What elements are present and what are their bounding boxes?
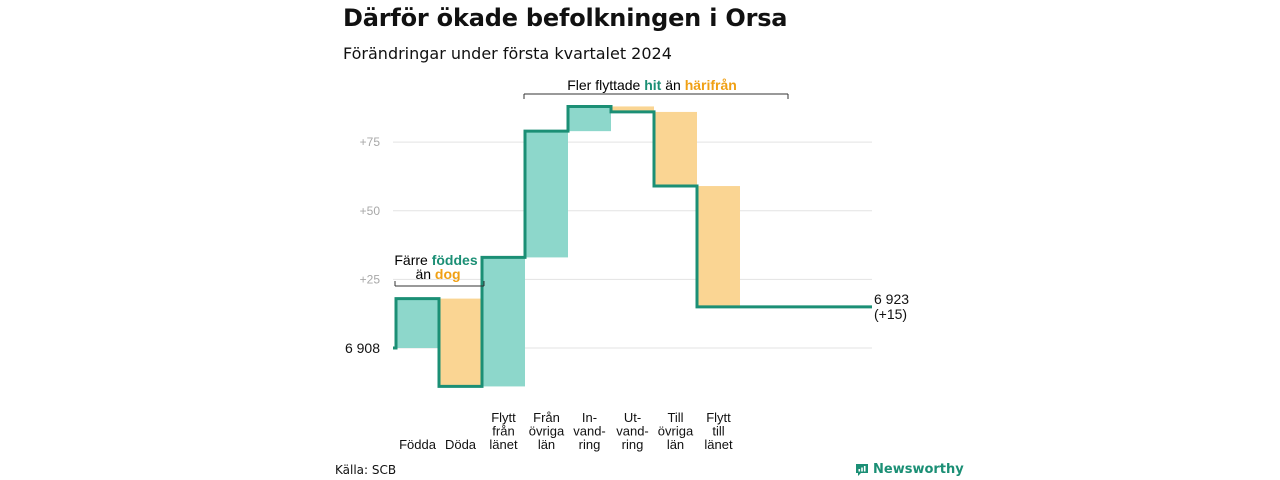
x-category-label: Från övriga län	[529, 410, 565, 452]
brand-name: Newsworthy	[873, 462, 964, 477]
migration-annotation: Fler flyttade hit än härifrån	[523, 77, 789, 99]
y-tick-label: +25	[360, 272, 381, 286]
bar-layer	[396, 106, 740, 387]
waterfall-bar	[697, 186, 740, 307]
y-tick-label: +50	[360, 204, 381, 218]
cumulative-step-line	[393, 104, 872, 388]
end-value-label: 6 923 (+15)	[874, 291, 909, 322]
x-category-label: Döda	[445, 437, 477, 452]
brand-logo: Newsworthy	[855, 462, 964, 477]
chart-subtitle: Förändringar under första kvartalet 2024	[343, 44, 672, 63]
births-annotation-highlight: föddes	[432, 252, 478, 268]
y-tick-label: +75	[360, 135, 381, 149]
waterfall-bar	[654, 111, 697, 187]
x-category-label: In-vand-ring	[573, 410, 606, 452]
grid-layer: +25 +50 +75	[360, 135, 872, 349]
x-category-label: Till övriga län	[658, 410, 694, 452]
source-note: Källa: SCB	[335, 463, 397, 477]
migration-annotation-prefix: Fler flyttade	[567, 77, 640, 93]
x-category-label: Flytt från länet	[489, 410, 518, 452]
svg-text:än dog: än dog	[415, 266, 460, 282]
svg-text:Fler flyttade hit: Fler flyttade hit än härifrån	[567, 77, 737, 93]
births-annotation-prefix: Färre	[394, 252, 428, 268]
migration-annotation-highlight: hit	[644, 77, 661, 93]
newsworthy-icon	[856, 463, 868, 476]
svg-text:Färre föddes: Färre föddes	[394, 252, 477, 268]
births-annotation-connector: än	[415, 266, 431, 282]
waterfall-bar	[568, 106, 611, 132]
line-layer	[393, 104, 872, 388]
start-value-label: 6 908	[345, 340, 380, 356]
waterfall-bar	[482, 257, 525, 387]
waterfall-bar	[396, 298, 439, 348]
migration-annotation-connector: än	[665, 77, 681, 93]
births-annotation-highlight-2: dog	[435, 266, 461, 282]
x-category-label: Ut-vand-ring	[616, 410, 649, 452]
x-category-label: Födda	[399, 437, 437, 452]
waterfall-bar	[439, 298, 482, 387]
migration-annotation-highlight-2: härifrån	[685, 77, 737, 93]
chart-title: Därför ökade befolkningen i Orsa	[343, 4, 788, 32]
x-category-label: Flytt till länet	[704, 410, 733, 452]
waterfall-bar	[611, 106, 654, 112]
label-layer: Födda Döda Flytt från länet Från övriga länIn-v…	[345, 291, 909, 452]
births-annotation: Färre föddes än dog	[394, 252, 485, 287]
waterfall-bar	[525, 131, 568, 258]
